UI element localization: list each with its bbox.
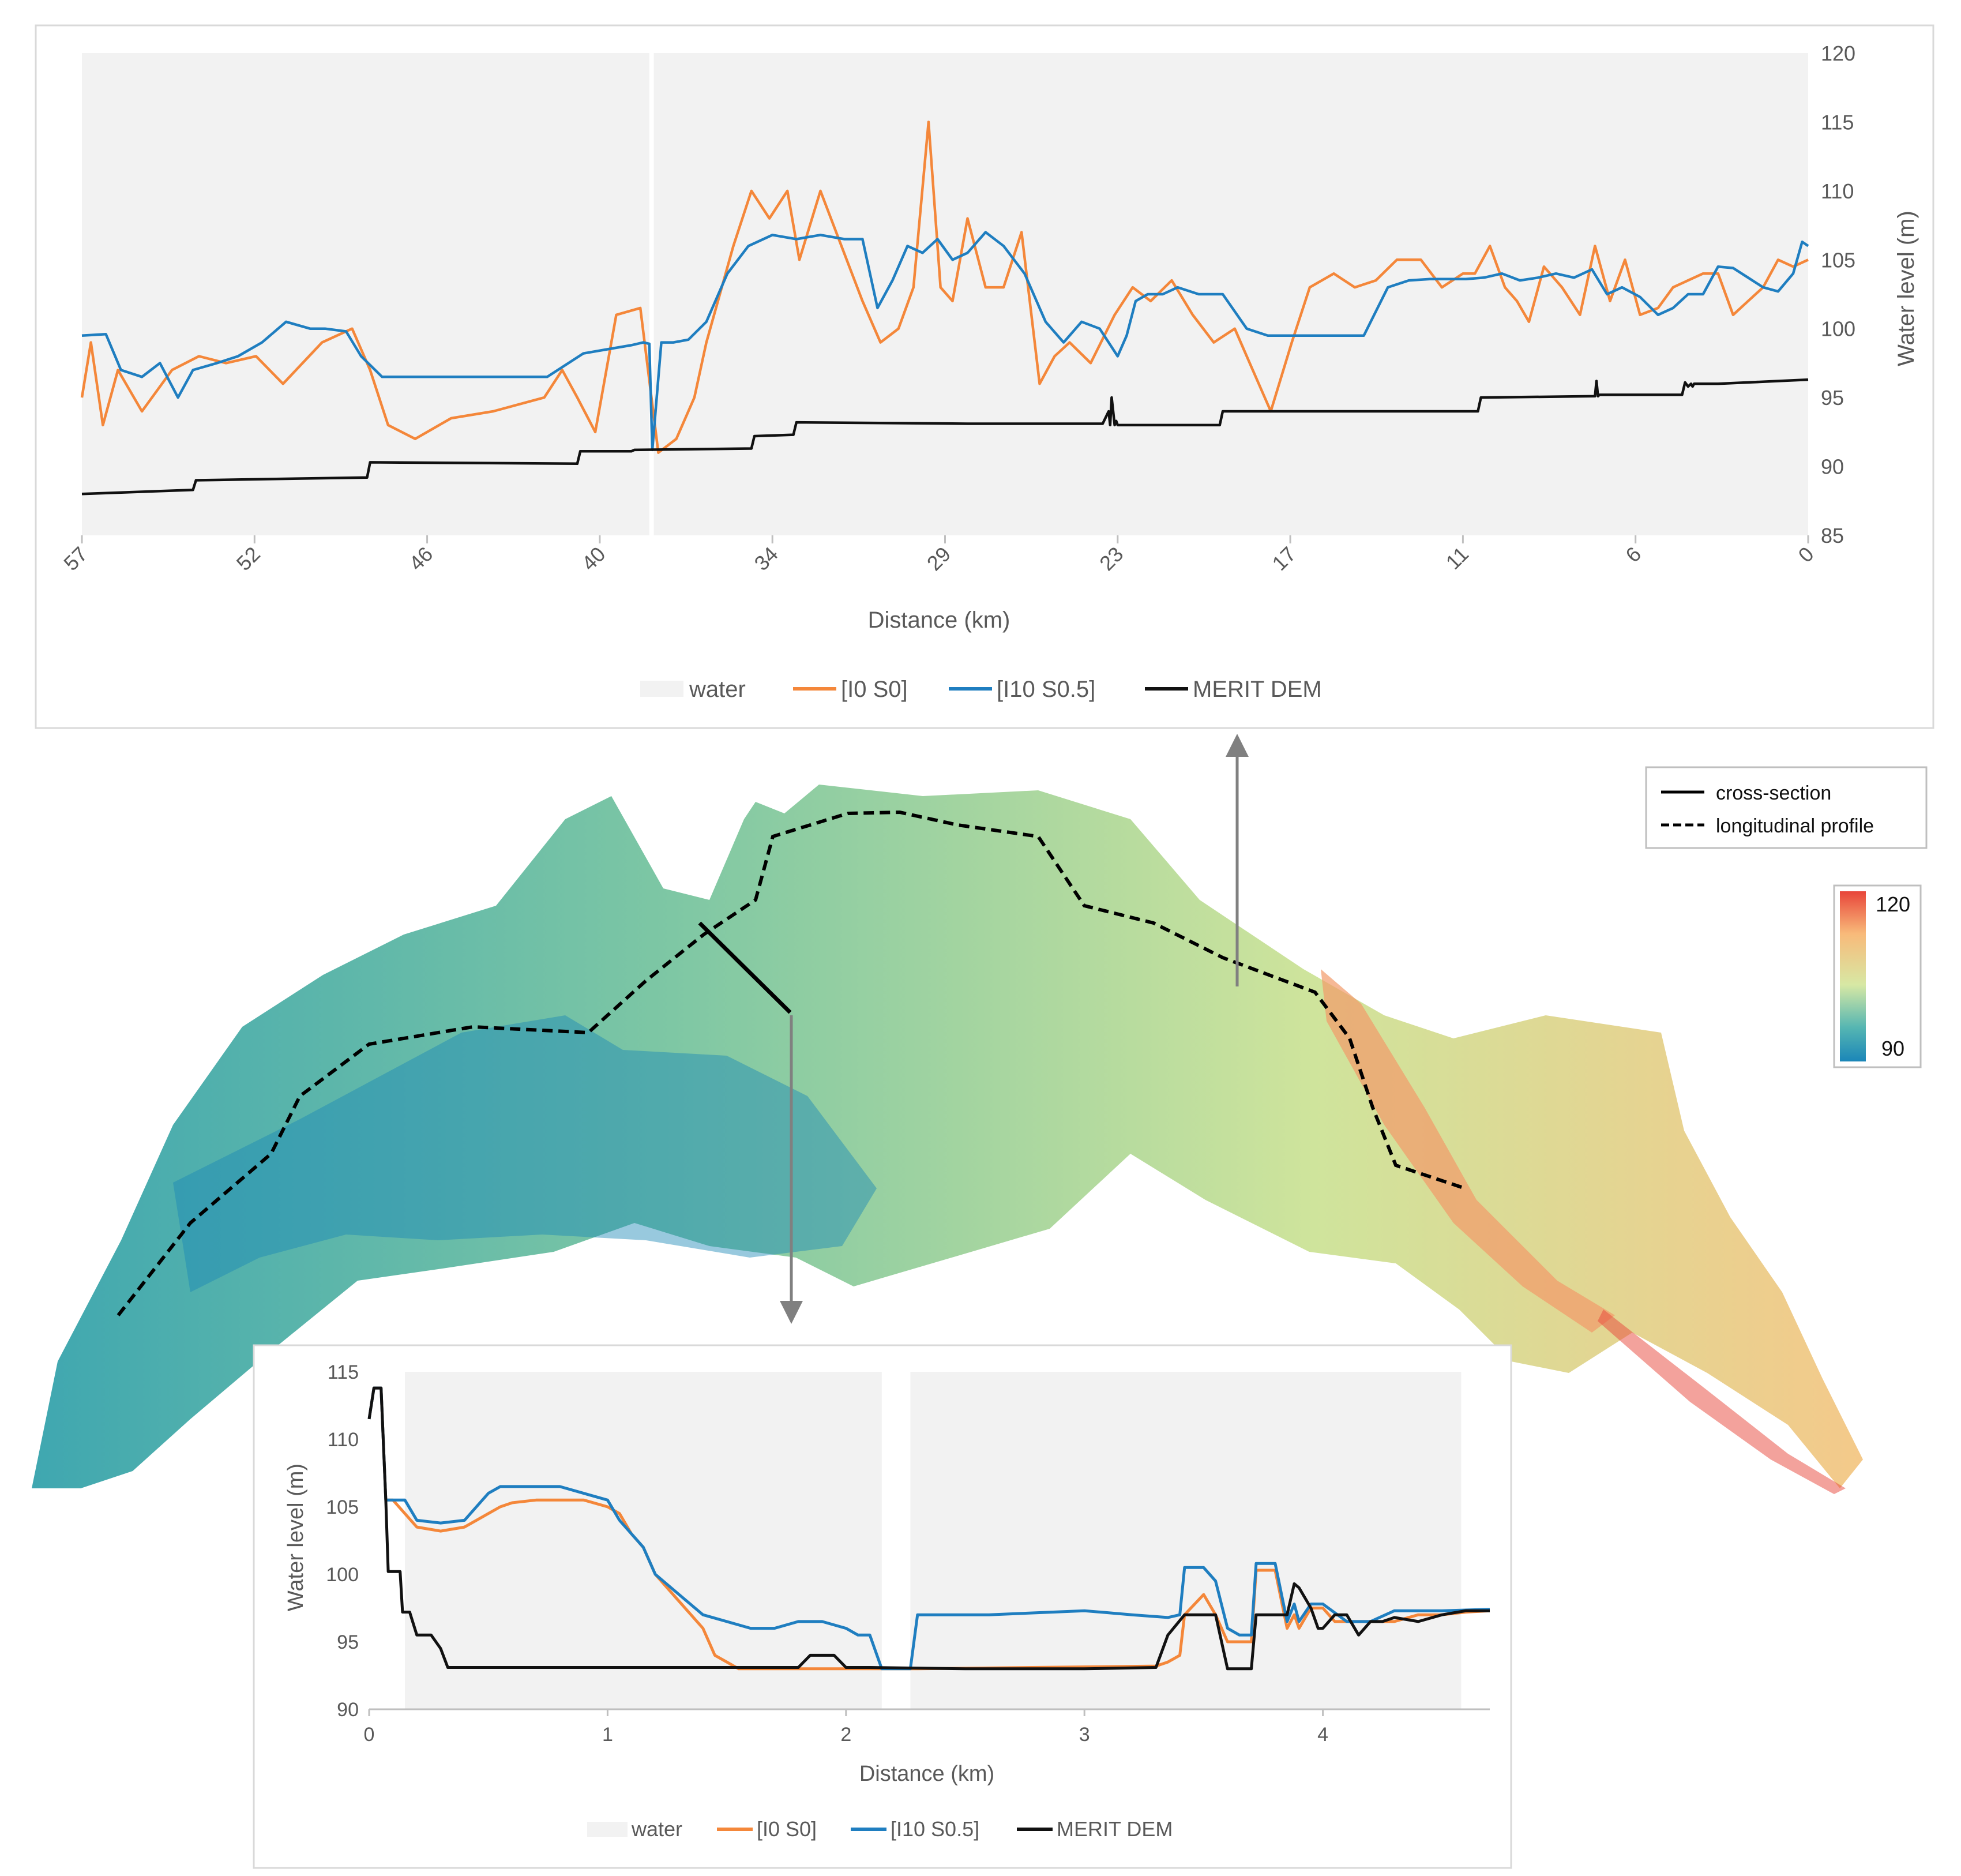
legend-i10-s05-label: [I10 S0.5] [891, 1817, 979, 1841]
y-tick-label: 90 [1821, 455, 1844, 479]
legend-water-label: water [689, 677, 746, 702]
water-shading [369, 1372, 1490, 1710]
legend-i0-s0-label: [I0 S0] [757, 1817, 817, 1841]
x-tick-label: 1 [602, 1724, 613, 1746]
floodplain-water-surface [32, 785, 1863, 1488]
x-axis-title: Distance (km) [859, 1762, 994, 1786]
legend-water-swatch [640, 681, 683, 697]
longitudinal-profile-line [117, 810, 1466, 1316]
profile-arrow-head [1226, 734, 1249, 757]
colorbar: 120 90 [1833, 884, 1922, 1068]
floodplain-high-bank [1321, 969, 1615, 1333]
series-line-merit-dem [367, 1386, 1490, 1671]
chart-legend: water [I0 S0] [I10 S0.5] MERIT DEM [640, 677, 1322, 702]
cross-section-arrow-head [780, 1301, 803, 1324]
floodplain-map [32, 734, 1863, 1494]
y-tick-label: 110 [1821, 179, 1854, 203]
x-tick-label: 2 [840, 1724, 851, 1746]
series-line-run-i10-s05 [367, 1386, 1490, 1671]
y-tick-label: 105 [1821, 248, 1855, 272]
cross-section-chart: 90 95 100 105 110 115 0 1 2 3 4 Distance (km) Wat… [253, 1344, 1512, 1869]
y-tick-label: 100 [326, 1564, 359, 1586]
floodplain-deep-channel [173, 1015, 877, 1292]
series-line-run-i0-s0 [80, 121, 1809, 454]
cross-section-line [698, 921, 792, 1014]
y-tick-label: 105 [326, 1496, 359, 1518]
y-tick-label: 95 [1821, 386, 1844, 410]
floodplain-tributary [1598, 1310, 1846, 1494]
x-tick-label: 3 [1079, 1724, 1090, 1746]
cross-section-legend-label: cross-section [1716, 782, 1831, 804]
chart-legend: water [I0 S0] [I10 S0.5] MERIT DEM [587, 1817, 1173, 1841]
legend-water-label: water [631, 1817, 682, 1841]
legend-i0-s0-label: [I0 S0] [841, 677, 908, 702]
longitudinal-profile-legend-label: longitudinal profile [1716, 815, 1874, 837]
y-tick-label: 110 [328, 1429, 359, 1451]
legend-water-swatch [587, 1822, 628, 1837]
dry-gap [649, 53, 654, 535]
y-axis-title: Water level (m) [284, 1464, 308, 1611]
y-tick-label: 115 [1821, 110, 1854, 134]
y-axis-title: Water level (m) [1894, 211, 1919, 366]
x-tick-label: 0 [364, 1724, 375, 1746]
y-tick-label: 85 [1821, 524, 1844, 547]
x-tick-label: 4 [1317, 1724, 1328, 1746]
colorbar-max-label: 120 [1876, 892, 1910, 916]
colorbar-min-label: 90 [1881, 1037, 1904, 1060]
y-tick-label: 115 [328, 1361, 359, 1383]
water-area [405, 1372, 882, 1709]
y-tick-label: 90 [337, 1699, 359, 1721]
water-area [910, 1372, 1462, 1709]
legend-merit-label: MERIT DEM [1193, 677, 1322, 702]
y-tick-label: 95 [337, 1631, 359, 1653]
map-legend: cross-section longitudinal profile [1645, 766, 1928, 849]
colorbar-gradient [1840, 891, 1866, 1061]
legend-merit-label: MERIT DEM [1057, 1817, 1173, 1841]
y-tick-label: 100 [1821, 317, 1855, 341]
legend-i10-s05-label: [I10 S0.5] [997, 677, 1095, 702]
x-axis-title: Distance (km) [868, 607, 1010, 633]
series-line-merit-dem [81, 378, 1809, 496]
y-tick-label: 120 [1821, 42, 1855, 65]
series-line-run-i10-s05 [81, 231, 1809, 452]
